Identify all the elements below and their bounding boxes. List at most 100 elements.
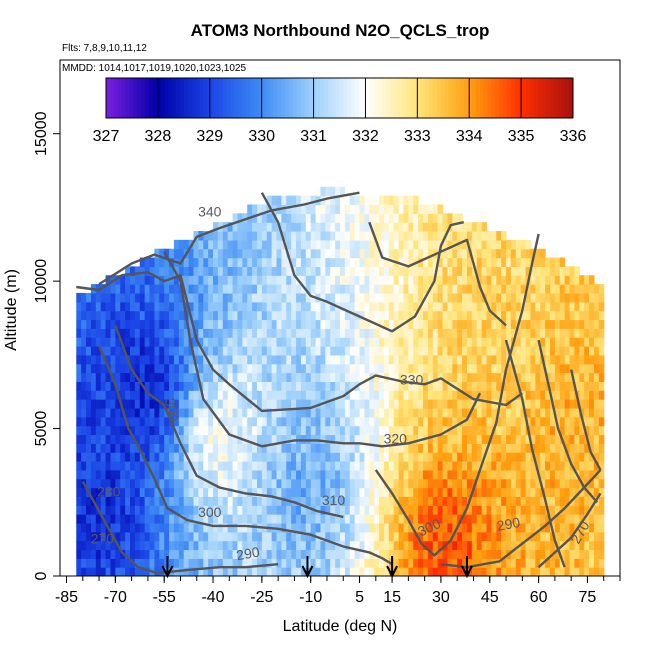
heatmap-cell — [90, 301, 97, 312]
heatmap-cell — [550, 505, 556, 515]
heatmap-cell — [90, 425, 97, 436]
heatmap-cell — [125, 567, 131, 576]
heatmap-cell — [144, 319, 151, 329]
heatmap-cell — [476, 443, 483, 453]
heatmap-cell — [481, 319, 488, 329]
heatmap-cell — [530, 558, 536, 568]
heatmap-cell — [286, 478, 292, 489]
heatmap-cell — [530, 425, 536, 436]
heatmap-cell — [574, 292, 580, 303]
heatmap-cell — [208, 257, 214, 267]
heatmap-cell — [432, 354, 439, 365]
heatmap-cell — [305, 328, 312, 338]
heatmap-cell — [462, 514, 468, 524]
heatmap-cell — [271, 213, 278, 223]
heatmap-cell — [213, 372, 219, 382]
heatmap-cell — [247, 248, 253, 259]
heatmap-cell — [261, 558, 268, 568]
heatmap-cell — [593, 461, 600, 471]
heatmap-cell — [193, 354, 199, 365]
heatmap-cell — [398, 328, 405, 338]
heatmap-cell — [237, 478, 243, 489]
heatmap-cell — [447, 567, 453, 576]
heatmap-cell — [125, 461, 131, 471]
heatmap-cell — [589, 496, 595, 506]
heatmap-cell — [393, 505, 400, 515]
heatmap-cell — [452, 416, 458, 427]
heatmap-cell — [95, 452, 102, 462]
heatmap-cell — [369, 505, 375, 515]
heatmap-cell — [291, 213, 297, 223]
heatmap-cell — [242, 363, 248, 374]
heatmap-cell — [76, 319, 82, 329]
heatmap-cell — [403, 514, 409, 524]
heatmap-cell — [442, 310, 449, 321]
heatmap-cell — [188, 443, 195, 453]
heatmap-cell — [481, 540, 488, 551]
heatmap-cell — [252, 204, 258, 214]
heatmap-cell — [242, 257, 248, 267]
heatmap-cell — [247, 337, 253, 347]
heatmap-cell — [193, 399, 199, 409]
heatmap-cell — [232, 319, 239, 329]
heatmap-cell — [164, 487, 170, 497]
heatmap-cell — [266, 487, 273, 497]
heatmap-cell — [125, 266, 131, 276]
heatmap-cell — [208, 328, 214, 338]
heatmap-cell — [310, 390, 317, 400]
heatmap-cell — [315, 487, 322, 497]
heatmap-cell — [520, 346, 527, 356]
heatmap-cell — [125, 496, 131, 506]
heatmap-cell — [340, 372, 346, 382]
heatmap-cell — [501, 452, 507, 462]
heatmap-cell — [579, 301, 585, 312]
heatmap-cell — [242, 354, 248, 365]
heatmap-cell — [506, 363, 512, 374]
heatmap-cell — [393, 540, 400, 551]
heatmap-cell — [540, 328, 546, 338]
heatmap-cell — [589, 461, 595, 471]
heatmap-cell — [286, 487, 292, 497]
heatmap-cell — [589, 531, 595, 542]
heatmap-cell — [305, 381, 312, 391]
heatmap-cell — [159, 434, 165, 444]
heatmap-cell — [320, 337, 326, 347]
colorbar-segment — [347, 78, 352, 118]
heatmap-cell — [540, 469, 546, 480]
heatmap-cell — [388, 346, 395, 356]
heatmap-cell — [413, 301, 419, 312]
heatmap-cell — [315, 522, 322, 533]
heatmap-cell — [296, 337, 302, 347]
heatmap-cell — [471, 328, 478, 338]
heatmap-cell — [559, 399, 566, 409]
heatmap-cell — [125, 319, 131, 329]
heatmap-cell — [335, 434, 341, 444]
heatmap-cell — [579, 346, 585, 356]
heatmap-cell — [100, 372, 107, 382]
heatmap-cell — [261, 239, 268, 250]
heatmap-cell — [325, 434, 331, 444]
heatmap-cell — [515, 469, 522, 480]
heatmap-cell — [340, 346, 346, 356]
heatmap-cell — [379, 425, 385, 436]
heatmap-cell — [574, 567, 580, 576]
heatmap-cell — [95, 407, 102, 418]
heatmap-cell — [398, 522, 405, 533]
heatmap-cell — [545, 469, 551, 480]
heatmap-cell — [354, 213, 361, 223]
heatmap-cell — [398, 275, 405, 285]
heatmap-cell — [271, 487, 278, 497]
heatmap-cell — [320, 372, 326, 382]
heatmap-cell — [388, 390, 395, 400]
heatmap-cell — [364, 461, 370, 471]
heatmap-cell — [213, 496, 219, 506]
heatmap-cell — [471, 558, 478, 568]
heatmap-cell — [569, 505, 576, 515]
heatmap-cell — [408, 461, 414, 471]
heatmap-cell — [247, 567, 253, 576]
heatmap-cell — [579, 558, 585, 568]
heatmap-cell — [462, 452, 468, 462]
heatmap-cell — [120, 381, 126, 391]
heatmap-cell — [252, 407, 258, 418]
heatmap-cell — [349, 443, 356, 453]
